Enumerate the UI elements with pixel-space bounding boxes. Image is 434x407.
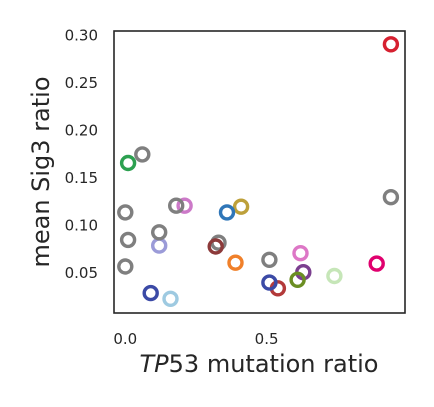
data-point-12 xyxy=(218,204,236,221)
y-tick-label-3: 0.20 xyxy=(65,122,98,140)
data-point-3 xyxy=(326,267,343,285)
data-point-15 xyxy=(176,197,193,214)
data-point-18 xyxy=(150,237,168,254)
data-point-20 xyxy=(142,284,159,302)
y-tick-label-5: 0.30 xyxy=(65,27,98,45)
data-point-23 xyxy=(117,204,134,221)
data-point-6 xyxy=(289,271,306,288)
x-ticks: 0.0 0.5 xyxy=(113,330,278,348)
data-point-8 xyxy=(261,274,278,291)
data-point-10 xyxy=(227,254,244,271)
data-point-14 xyxy=(207,238,224,255)
x-tick-label-1: 0.5 xyxy=(255,330,279,348)
data-point-17 xyxy=(162,290,179,307)
data-point-5 xyxy=(292,244,309,262)
data-point-24 xyxy=(119,231,137,249)
data-point-2 xyxy=(368,255,385,272)
x-axis-label: TP53 mutation ratio xyxy=(140,350,379,378)
y-ticks: 0.05 0.10 0.15 0.20 0.25 0.30 xyxy=(65,27,98,282)
data-point-11 xyxy=(232,198,250,215)
y-tick-label-0: 0.05 xyxy=(65,264,98,282)
y-tick-label-4: 0.25 xyxy=(65,74,98,92)
data-point-21 xyxy=(134,146,151,163)
y-tick-label-1: 0.10 xyxy=(65,217,98,235)
data-point-22 xyxy=(119,154,137,172)
data-point-1 xyxy=(382,188,400,206)
points-layer xyxy=(117,36,400,307)
y-axis-label: mean Sig3 ratio xyxy=(27,76,55,267)
data-point-9 xyxy=(261,251,278,268)
data-point-19 xyxy=(150,224,168,241)
x-tick-label-0: 0.0 xyxy=(113,330,137,348)
x-axis-label-italic: TP xyxy=(140,350,170,378)
plot-frame xyxy=(113,30,406,314)
data-point-16 xyxy=(167,197,185,214)
data-point-25 xyxy=(117,258,134,275)
data-point-0 xyxy=(382,36,400,53)
y-tick-label-2: 0.15 xyxy=(65,169,98,187)
x-axis-label-rest: 53 mutation ratio xyxy=(169,350,379,378)
